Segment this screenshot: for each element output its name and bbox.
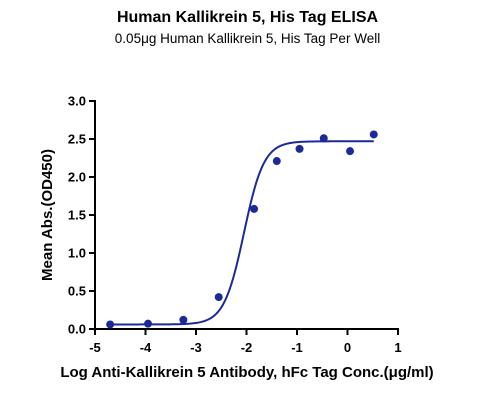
y-tick-label: 2.5 bbox=[68, 132, 86, 147]
data-point bbox=[144, 319, 153, 328]
x-tick-label: 1 bbox=[394, 340, 401, 355]
x-tick-label: -2 bbox=[241, 340, 253, 355]
data-point bbox=[214, 293, 223, 302]
y-axis-label: Mean Abs.(OD450) bbox=[39, 149, 56, 281]
y-tick-label: 2.0 bbox=[68, 170, 86, 185]
fit-curve bbox=[110, 140, 374, 326]
chart-title: Human Kallikrein 5, His Tag ELISA bbox=[116, 9, 379, 26]
data-point bbox=[346, 147, 355, 156]
y-tick-label: 1.5 bbox=[68, 208, 86, 223]
data-point bbox=[179, 315, 188, 324]
x-axis-label: Log Anti-Kallikrein 5 Antibody, hFc Tag … bbox=[60, 364, 433, 381]
data-point bbox=[250, 204, 259, 213]
y-tick-label: 0.5 bbox=[68, 284, 86, 299]
data-point bbox=[295, 144, 304, 153]
y-tick-label: 0.0 bbox=[68, 322, 86, 337]
x-tick-label: 0 bbox=[344, 340, 351, 355]
data-point bbox=[369, 130, 378, 139]
chart-subtitle: 0.05μg Human Kallikrein 5, His Tag Per W… bbox=[114, 31, 381, 46]
x-tick-label: -4 bbox=[140, 340, 152, 355]
y-tick-label: 3.0 bbox=[68, 94, 86, 109]
y-axis-ticks: 0.0 0.5 1.0 1.5 2.0 2.5 3.0 bbox=[68, 94, 95, 337]
data-points bbox=[106, 130, 378, 329]
data-point bbox=[319, 134, 328, 143]
x-tick-label: -3 bbox=[190, 340, 202, 355]
y-tick-label: 1.0 bbox=[68, 246, 86, 261]
x-tick-label: -1 bbox=[291, 340, 303, 355]
data-point bbox=[272, 157, 281, 166]
x-axis-ticks: -5 -4 -3 -2 -1 0 1 bbox=[89, 329, 402, 355]
data-point bbox=[106, 320, 115, 329]
x-tick-label: -5 bbox=[89, 340, 101, 355]
